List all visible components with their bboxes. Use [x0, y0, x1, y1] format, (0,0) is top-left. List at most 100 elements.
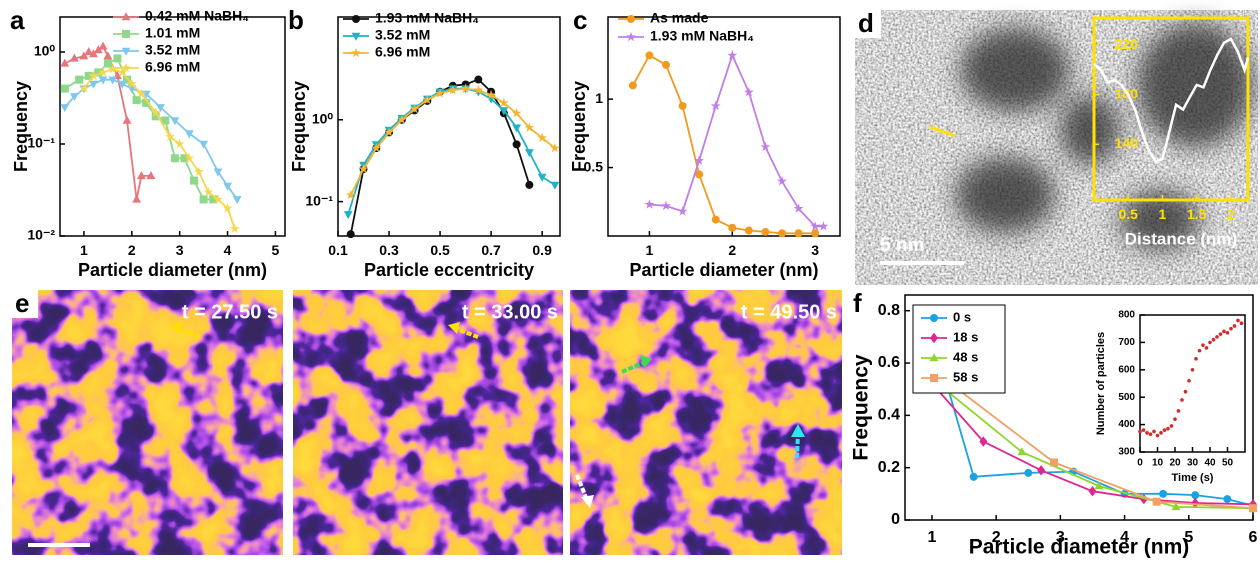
series-line [1093, 37, 1250, 164]
data-point [156, 104, 165, 113]
x-tick-label: 0 [1137, 458, 1143, 469]
series-line [64, 78, 238, 200]
y-tick-label: 500 [1118, 392, 1135, 403]
data-point [1223, 495, 1232, 504]
label-box [12, 290, 38, 318]
panel-label: a [10, 5, 25, 35]
legend-label: 18 s [953, 329, 978, 344]
data-point [525, 180, 534, 189]
data-point [84, 71, 93, 80]
data-point [117, 67, 128, 77]
legend-label: 58 s [953, 369, 978, 384]
data-point [89, 49, 98, 58]
data-point [60, 58, 70, 67]
x-tick-label: 10 [1152, 458, 1164, 469]
data-point [628, 81, 637, 90]
data-point [190, 176, 199, 185]
data-point [213, 168, 223, 177]
x-tick-label: 20 [1169, 458, 1181, 469]
arrow-head [170, 322, 182, 334]
data-point [199, 195, 208, 204]
data-point [69, 53, 79, 62]
data-point [1190, 368, 1195, 372]
data-point [165, 131, 176, 141]
arrows [170, 322, 805, 508]
data-point [499, 107, 509, 116]
data-point [1162, 428, 1167, 432]
data-point [728, 223, 737, 232]
data-point [98, 67, 109, 77]
axes-frame [59, 16, 286, 237]
x-tick-label: 2 [992, 529, 1001, 546]
micrograph [293, 290, 563, 555]
data-point [1148, 432, 1153, 436]
legend-marker [930, 374, 938, 382]
data-point [1208, 340, 1212, 345]
x-tick-label: 0.5 [430, 242, 450, 258]
x-tick-label: 2 [128, 242, 136, 258]
time-label: t = 27.50 s [182, 301, 278, 323]
data-point [229, 223, 240, 233]
x-axis-label: Particle eccentricity [364, 260, 534, 280]
data-point [486, 89, 497, 100]
data-point [1049, 458, 1058, 467]
data-point [761, 227, 770, 236]
data-point [1201, 343, 1205, 347]
data-point [793, 203, 804, 213]
legend-label: 6.96 mM [375, 44, 430, 60]
axes-frame [904, 294, 1254, 521]
data-point [223, 182, 232, 191]
data-point [184, 153, 195, 163]
legend-marker [930, 314, 938, 322]
data-point [661, 200, 671, 211]
data-point [170, 154, 179, 163]
data-point [512, 124, 522, 133]
time-label: t = 49.50 s [741, 301, 837, 323]
data-point [1145, 431, 1149, 435]
data-point [1180, 398, 1184, 402]
y-tick-label: 10⁻¹ [305, 192, 333, 208]
data-point [1152, 429, 1156, 434]
data-point [1215, 335, 1219, 339]
data-point [678, 101, 687, 110]
data-point [75, 75, 84, 84]
legend-marker [121, 62, 131, 73]
legend-label: 3.52 mM [375, 27, 430, 43]
y-axis-label: Frequency [11, 81, 31, 172]
y-tick-label: 700 [1118, 337, 1135, 348]
data-point [1194, 357, 1198, 361]
data-point [88, 70, 99, 81]
data-point [209, 195, 218, 204]
x-tick-label: 3 [176, 242, 184, 258]
data-point [1187, 378, 1191, 383]
data-point [84, 47, 94, 56]
data-point [222, 203, 233, 213]
data-point [537, 173, 547, 182]
label-box [855, 10, 881, 38]
y-tick-label: 300 [1118, 447, 1135, 458]
data-point [409, 103, 420, 114]
data-point [345, 189, 356, 200]
data-point [103, 59, 112, 68]
data-point [89, 80, 98, 89]
data-point [549, 142, 560, 153]
data-point [979, 436, 988, 447]
data-point [203, 186, 214, 197]
data-point [710, 100, 721, 111]
data-point [107, 63, 118, 74]
legend-marker [122, 30, 130, 38]
x-tick-label: 50 [1222, 458, 1234, 469]
scale-bar-label: 5 nm [880, 235, 924, 256]
arrow-head [640, 355, 652, 368]
legend-marker [121, 12, 131, 21]
data-point [69, 93, 79, 102]
data-point [1138, 429, 1142, 434]
data-point [969, 472, 978, 481]
data-point [1173, 417, 1177, 421]
y-axis-label: Number of particles [1095, 332, 1107, 435]
axes-frame [607, 16, 841, 237]
data-point [1094, 481, 1104, 490]
data-point [818, 221, 829, 231]
data-point [1141, 428, 1146, 432]
data-point [122, 115, 132, 124]
